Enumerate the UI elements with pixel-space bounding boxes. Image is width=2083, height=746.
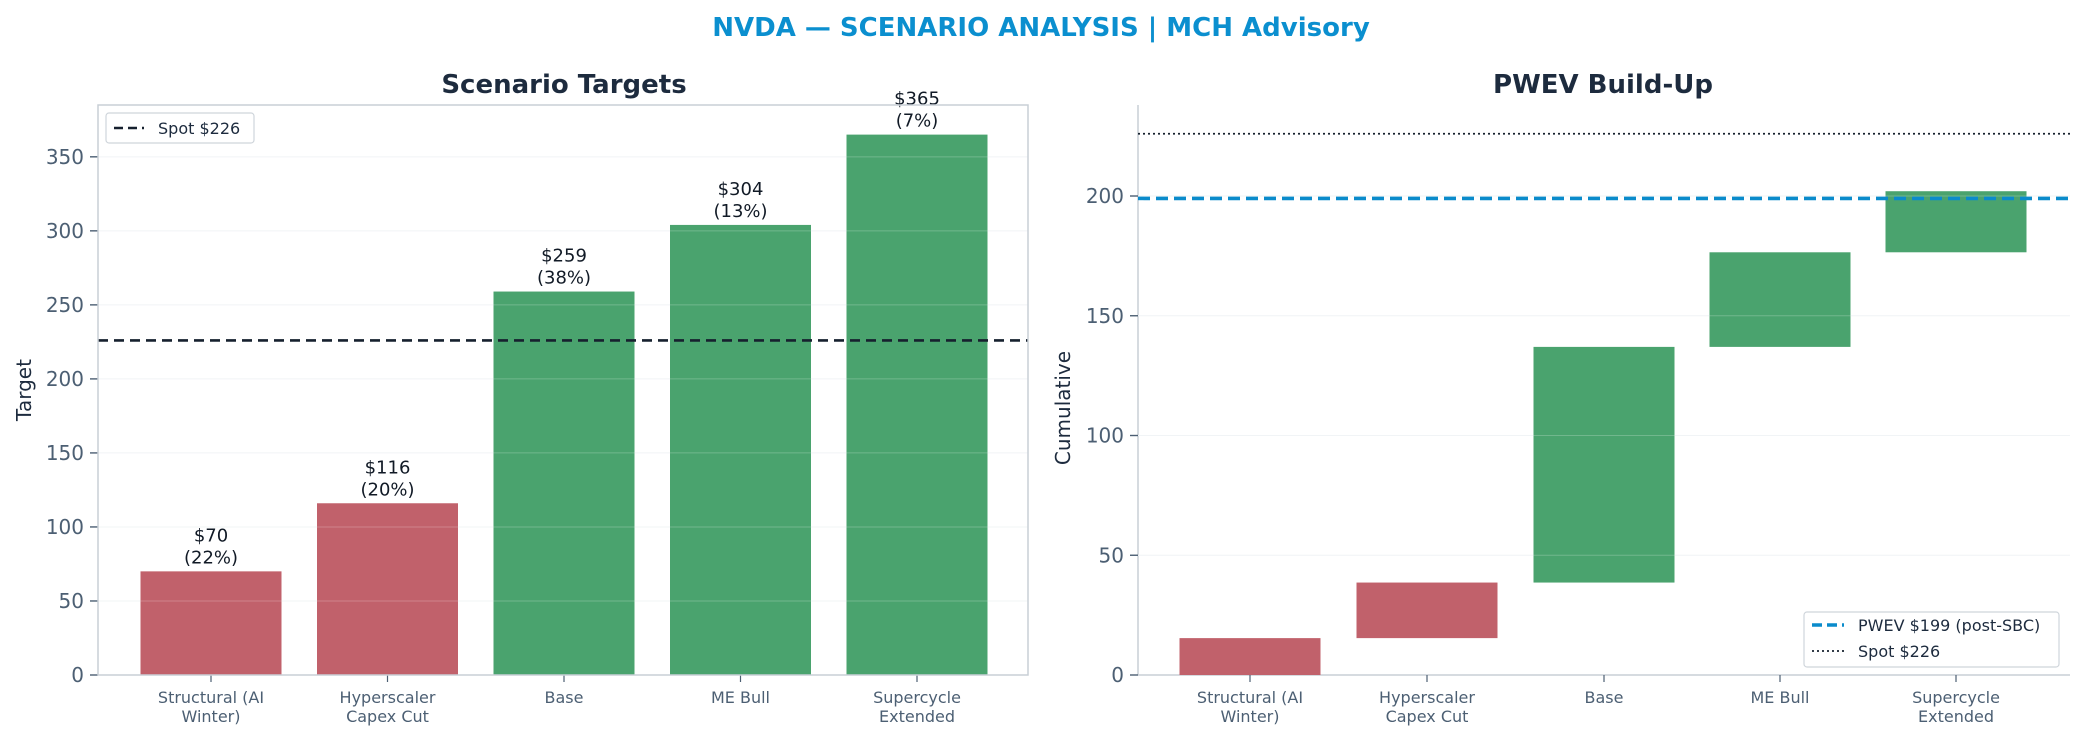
data-label: $116 (20%) bbox=[360, 457, 414, 500]
legend-pwev-label: PWEV $199 (post-SBC) bbox=[1858, 616, 2040, 635]
waterfall-bar bbox=[1533, 346, 1675, 583]
scenario-targets-plot-frame bbox=[97, 104, 1029, 676]
legend-spot-label: Spot $226 bbox=[1858, 642, 1940, 661]
figure-suptitle: NVDA — SCENARIO ANALYSIS | MCH Advisory bbox=[712, 13, 1370, 43]
y-tick-label: 200 bbox=[46, 367, 84, 391]
pwev-buildup-legend[interactable]: PWEV $199 (post-SBC) Spot $226 bbox=[1803, 611, 2060, 668]
bar bbox=[140, 571, 282, 675]
bar bbox=[846, 134, 988, 676]
y-tick-label: 250 bbox=[46, 293, 84, 317]
pwev-buildup-legend-box bbox=[1803, 611, 2060, 668]
y-tick-label: 50 bbox=[59, 589, 84, 613]
x-tick-label: Base bbox=[545, 688, 584, 707]
data-label: $304 (13%) bbox=[713, 179, 767, 222]
y-tick-label: 0 bbox=[1111, 663, 1124, 687]
y-tick-label: 200 bbox=[1086, 184, 1124, 208]
x-tick-label: Supercycle Extended bbox=[1912, 688, 2000, 726]
x-tick-label: Hyperscaler Capex Cut bbox=[1379, 688, 1475, 726]
bar bbox=[493, 291, 635, 675]
y-tick-label: 100 bbox=[46, 515, 84, 539]
x-tick-label: Structural (AI Winter) bbox=[1197, 688, 1303, 726]
waterfall-bar bbox=[1179, 638, 1321, 675]
y-tick-label: 50 bbox=[1099, 543, 1124, 567]
waterfall-bar bbox=[1709, 252, 1851, 347]
data-label: $259 (38%) bbox=[537, 246, 591, 289]
x-tick-label: Supercycle Extended bbox=[873, 688, 961, 726]
bar bbox=[317, 503, 458, 675]
pwev-buildup-ylabel: Cumulative bbox=[1051, 351, 1075, 465]
data-label: $365 (7%) bbox=[894, 89, 940, 132]
scenario-targets-legend[interactable]: Spot $226 bbox=[105, 112, 255, 144]
y-tick-label: 100 bbox=[1086, 424, 1124, 448]
scenario-targets-ylabel: Target bbox=[12, 359, 36, 422]
y-tick-label: 150 bbox=[1086, 304, 1124, 328]
x-tick-label: Structural (AI Winter) bbox=[158, 688, 264, 726]
bar bbox=[670, 224, 811, 676]
scenario-targets-chart: Scenario Targets Target $70 (22%) $116 (20%… bbox=[12, 70, 1029, 726]
x-tick-label: Base bbox=[1585, 688, 1624, 707]
waterfall-bar bbox=[1885, 191, 2027, 253]
legend-spot-label: Spot $226 bbox=[158, 119, 240, 138]
scenario-targets-legend-box bbox=[105, 112, 255, 144]
data-label: $70 (22%) bbox=[184, 525, 238, 568]
pwev-buildup-chart: PWEV Build-Up Cumulative 0 50 100 150 200 St… bbox=[1051, 70, 2070, 726]
x-tick-label: ME Bull bbox=[711, 688, 770, 707]
y-tick-label: 350 bbox=[46, 145, 84, 169]
scenario-targets-title: Scenario Targets bbox=[441, 70, 686, 100]
waterfall-bar bbox=[1356, 582, 1498, 639]
y-tick-label: 0 bbox=[71, 663, 84, 687]
y-tick-label: 150 bbox=[46, 441, 84, 465]
x-tick-label: Hyperscaler Capex Cut bbox=[340, 688, 436, 726]
y-tick-label: 300 bbox=[46, 219, 84, 243]
pwev-buildup-title: PWEV Build-Up bbox=[1493, 70, 1713, 100]
x-tick-label: ME Bull bbox=[1750, 688, 1809, 707]
